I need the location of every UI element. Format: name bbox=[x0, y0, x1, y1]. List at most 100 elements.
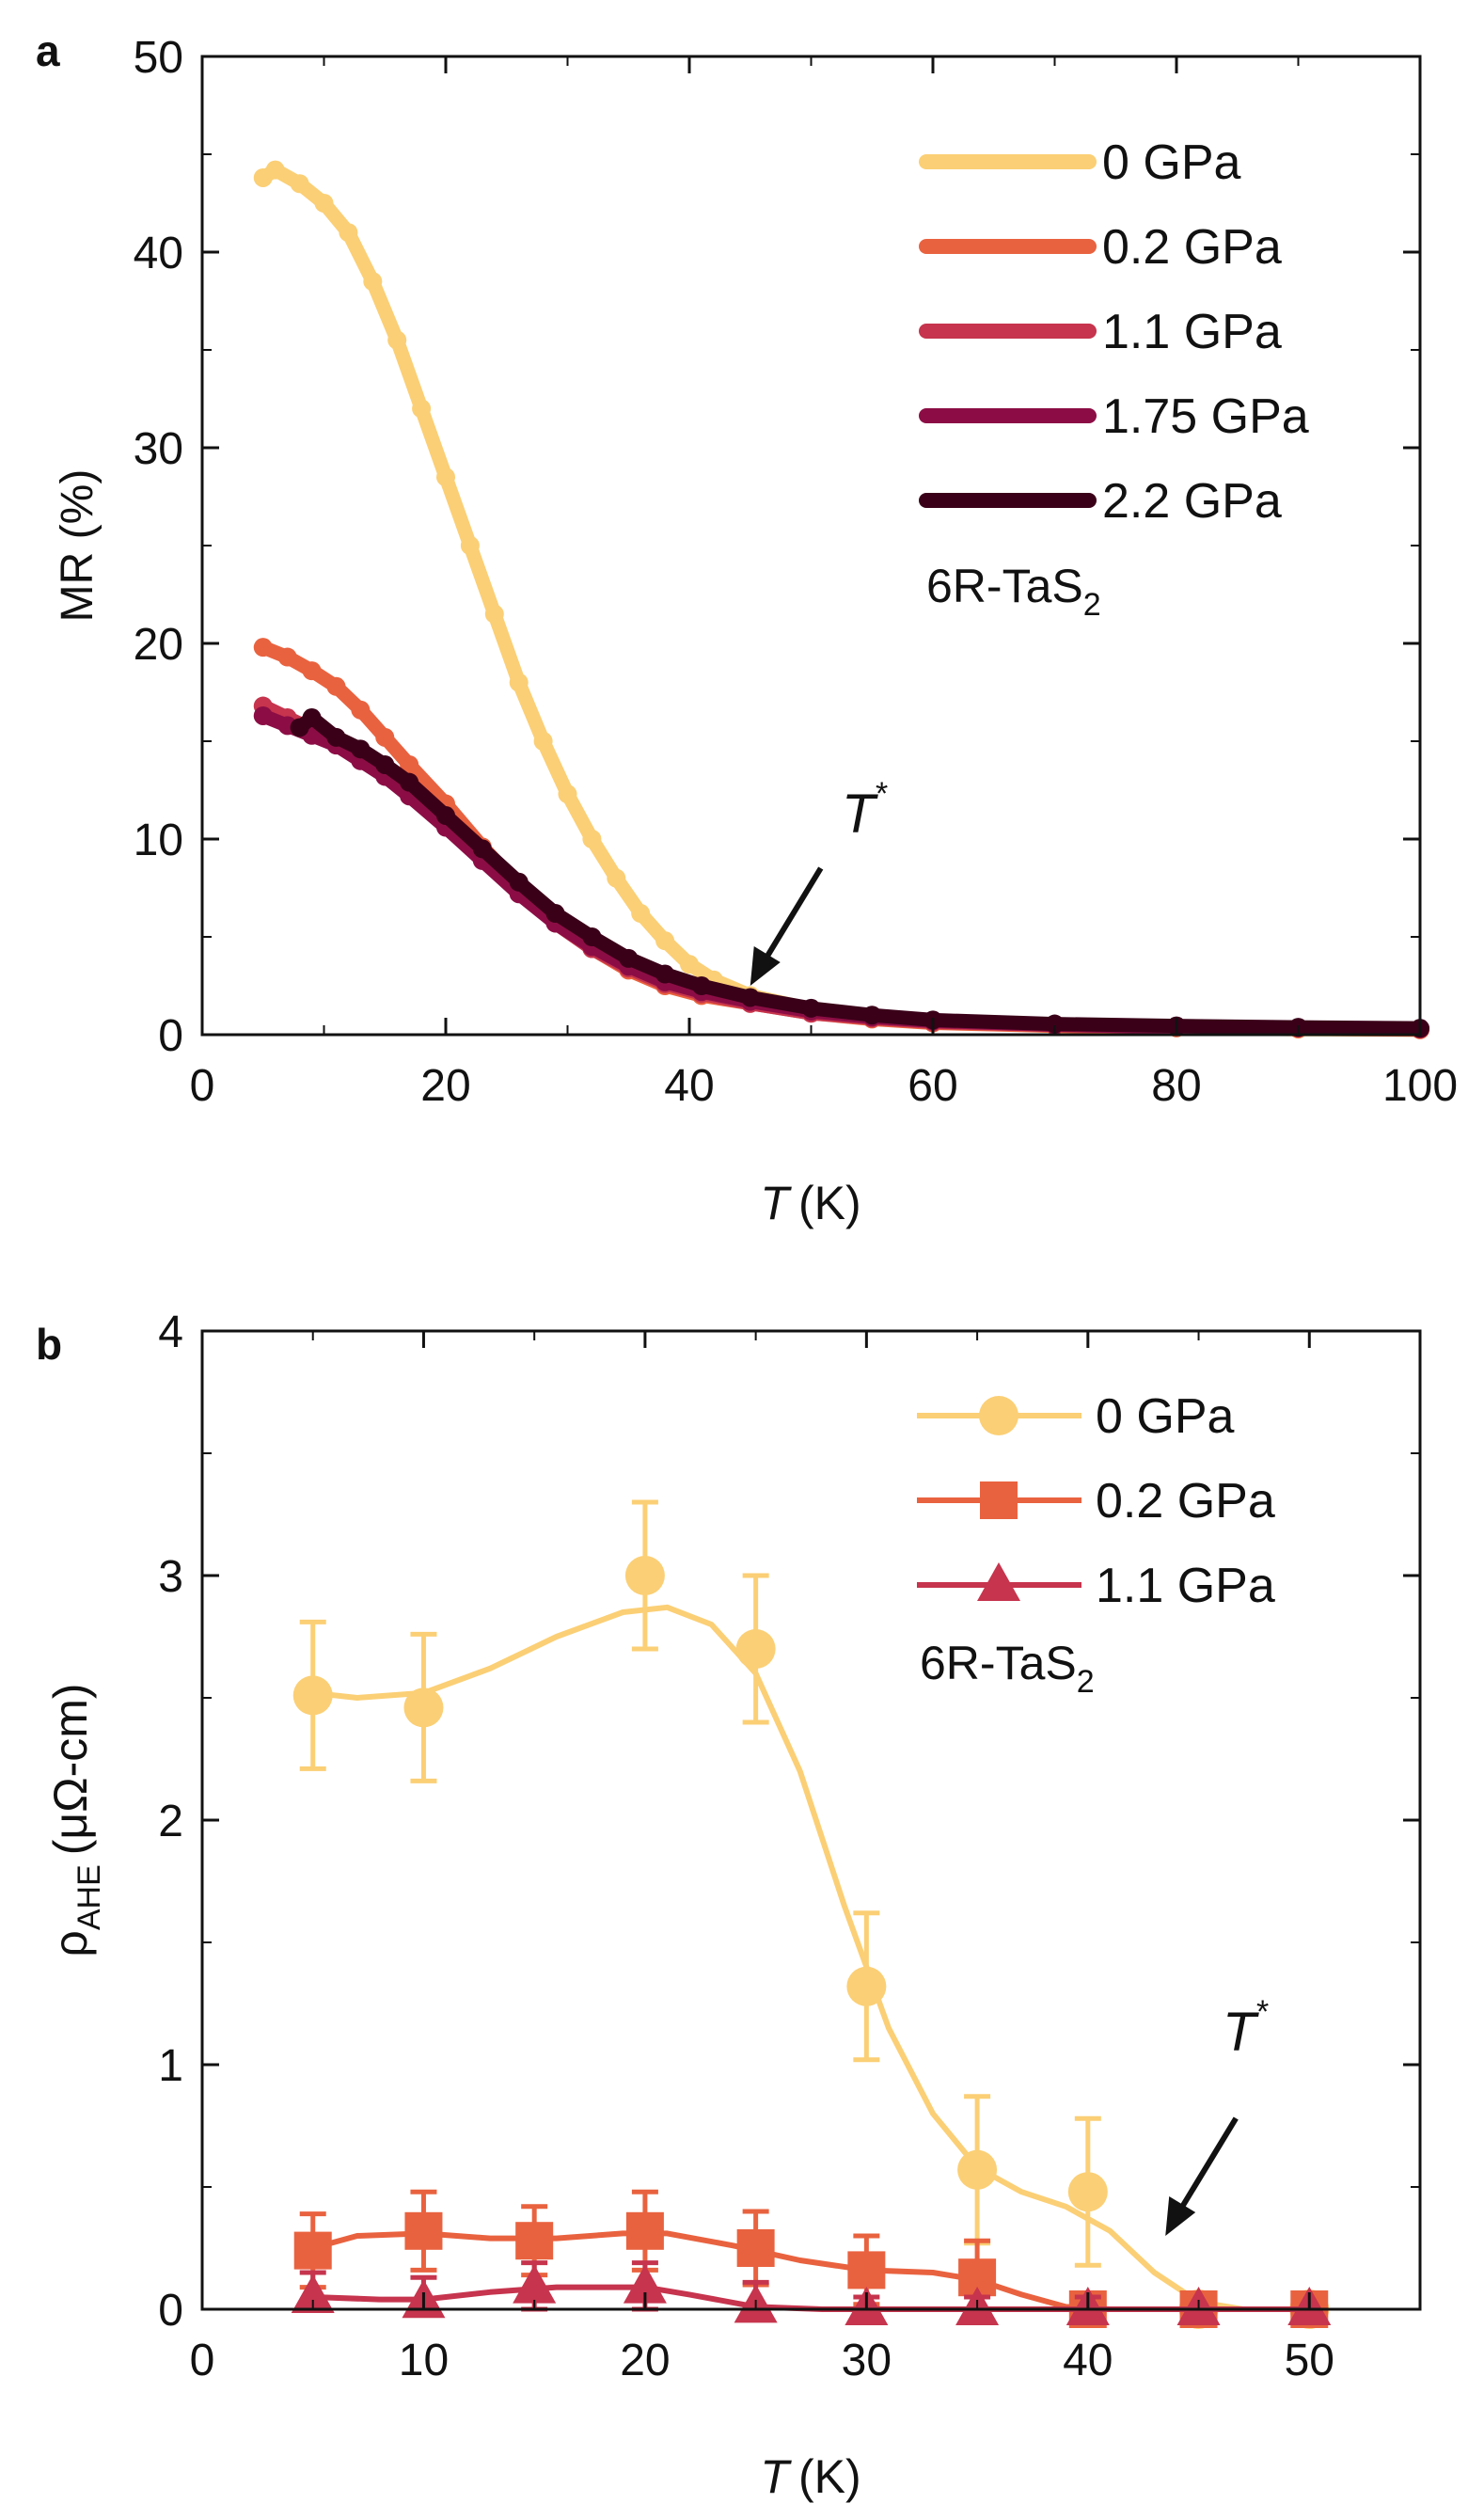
legend-label: 0 GPa bbox=[1096, 1389, 1234, 1444]
data-point bbox=[619, 948, 639, 968]
panel-a: a 0 20 40 60 80 100 0 10 20 30 40 50 MR (%) T (K) 0 … bbox=[36, 26, 1458, 1229]
data-point bbox=[375, 727, 395, 747]
y-tick-label: 50 bbox=[134, 33, 183, 83]
panel-a-ylabel: MR (%) bbox=[53, 469, 103, 623]
marker-circle bbox=[735, 1629, 776, 1669]
data-point bbox=[302, 661, 322, 681]
marker-triangle bbox=[623, 2264, 667, 2304]
data-point bbox=[680, 955, 699, 974]
marker-square bbox=[736, 2229, 775, 2267]
marker-circle bbox=[846, 1966, 887, 2006]
y-tick-label: 0 bbox=[158, 1011, 183, 1061]
marker-triangle bbox=[291, 2274, 335, 2313]
tstar-superscript: * bbox=[1256, 1994, 1269, 2030]
marker-triangle bbox=[513, 2264, 557, 2304]
data-point bbox=[740, 988, 760, 1007]
panel-b-tstar-annotation: T * bbox=[1165, 1994, 1269, 2236]
data-point bbox=[460, 536, 480, 555]
panel-a-label: a bbox=[36, 26, 60, 75]
panel-b-ticks: 0 10 20 30 40 50 0 1 2 3 4 bbox=[158, 1307, 1420, 2385]
series-line-1.1-GPa bbox=[256, 699, 1428, 1037]
data-point bbox=[277, 647, 297, 667]
legend-label: 0.2 GPa bbox=[1096, 1474, 1275, 1529]
y-tick-label: 1 bbox=[158, 2041, 183, 2091]
y-tick-label: 0 bbox=[158, 2286, 183, 2336]
data-point bbox=[801, 998, 821, 1018]
marker-triangle bbox=[977, 1562, 1020, 1601]
data-point bbox=[253, 705, 273, 725]
tstar-superscript: * bbox=[876, 776, 888, 812]
data-point bbox=[862, 1006, 882, 1025]
panel-b-ylabel: ρAHE(μΩ-cm) bbox=[44, 1683, 107, 1957]
data-point bbox=[326, 676, 346, 696]
tstar-label: T bbox=[842, 784, 878, 845]
x-tick-label: 100 bbox=[1382, 1061, 1458, 1111]
x-tick-label: 20 bbox=[420, 1061, 470, 1111]
data-point bbox=[558, 784, 577, 804]
data-point bbox=[290, 174, 309, 194]
series-line-1.75-GPa bbox=[256, 708, 1428, 1037]
data-point bbox=[375, 754, 395, 774]
panel-b-xlabel: T (K) bbox=[760, 2450, 860, 2503]
panel-a-series bbox=[253, 160, 1429, 1039]
data-point bbox=[351, 739, 371, 759]
legend-label: 1.75 GPa bbox=[1102, 389, 1309, 444]
marker-square bbox=[404, 2211, 443, 2250]
arrow-head bbox=[1165, 2196, 1196, 2236]
data-point bbox=[691, 976, 711, 995]
x-tick-label: 0 bbox=[190, 2336, 215, 2385]
series-curve-0-GPa bbox=[312, 1604, 1310, 2312]
panel-b-label: b bbox=[36, 1320, 62, 1369]
panel-a-ticks: 0 20 40 60 80 100 0 10 20 30 40 50 bbox=[134, 33, 1458, 1111]
x-tick-label: 80 bbox=[1151, 1061, 1201, 1111]
data-point bbox=[607, 868, 626, 888]
tstar-label: T bbox=[1223, 2002, 1259, 2063]
data-point bbox=[436, 806, 455, 826]
series-line-0-GPa bbox=[256, 163, 1428, 1038]
legend-label: 1.1 GPa bbox=[1096, 1559, 1275, 1613]
panel-a-sample-label: 6R-TaS2 bbox=[926, 560, 1101, 623]
marker-square bbox=[847, 2251, 886, 2289]
data-point bbox=[1045, 1014, 1065, 1034]
data-point bbox=[412, 399, 432, 419]
arrow-shaft bbox=[757, 866, 824, 971]
x-tick-label: 40 bbox=[664, 1061, 714, 1111]
data-point bbox=[545, 904, 565, 924]
x-tick-label: 30 bbox=[842, 2336, 892, 2385]
marker-circle bbox=[957, 2149, 998, 2190]
data-point bbox=[363, 272, 383, 292]
panel-a-tstar-annotation: T * bbox=[750, 776, 888, 986]
arrow-shaft bbox=[1172, 2116, 1239, 2221]
marker-square bbox=[515, 2222, 554, 2260]
y-tick-label: 10 bbox=[134, 816, 183, 865]
x-tick-label: 0 bbox=[190, 1061, 215, 1111]
x-tick-label: 20 bbox=[620, 2336, 670, 2385]
legend-label: 1.1 GPa bbox=[1102, 305, 1282, 359]
data-point bbox=[387, 330, 407, 350]
data-point bbox=[533, 732, 553, 751]
data-point bbox=[582, 830, 602, 848]
data-point bbox=[582, 927, 602, 946]
legend-label: 0 GPa bbox=[1102, 135, 1240, 190]
marker-square bbox=[980, 1481, 1018, 1519]
y-tick-label: 3 bbox=[158, 1552, 183, 1602]
legend-label: 2.2 GPa bbox=[1102, 474, 1282, 529]
marker-circle bbox=[624, 1556, 665, 1595]
data-point bbox=[302, 708, 322, 728]
legend-label: 0.2 GPa bbox=[1102, 220, 1282, 275]
data-point bbox=[484, 604, 504, 624]
y-tick-label: 40 bbox=[134, 229, 183, 278]
data-point bbox=[265, 160, 285, 180]
panel-a-legend: 0 GPa 0.2 GPa 1.1 GPa 1.75 GPa 2.2 GPa bbox=[919, 135, 1309, 529]
x-tick-label: 60 bbox=[908, 1061, 957, 1111]
data-point bbox=[314, 194, 334, 213]
y-tick-label: 30 bbox=[134, 424, 183, 474]
x-tick-label: 10 bbox=[399, 2336, 449, 2385]
data-point bbox=[400, 754, 419, 774]
data-point bbox=[351, 700, 371, 720]
y-tick-label: 2 bbox=[158, 1797, 183, 1846]
data-point bbox=[655, 931, 675, 951]
data-point bbox=[436, 467, 455, 487]
data-point bbox=[253, 638, 273, 657]
